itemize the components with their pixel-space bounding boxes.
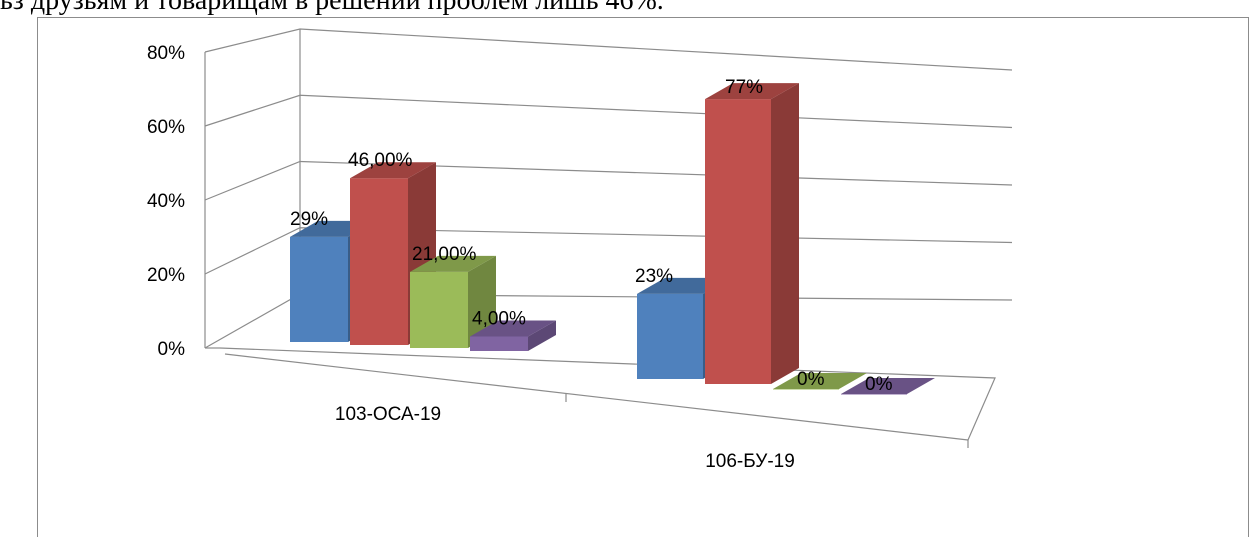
data-labels: 29% 46,00% 21,00% 4,00% 23% 77% 0% 0%: [290, 77, 893, 395]
x-axis-categories: 103-ОСА-19 106-БУ-19: [335, 404, 795, 472]
bar-1-3: [841, 378, 935, 395]
data-label: 4,00%: [472, 308, 526, 329]
chart-frame: [37, 17, 1249, 537]
y-tick-label: 20%: [147, 265, 185, 286]
bar-0-3: [470, 320, 556, 351]
data-label: 46,00%: [348, 150, 413, 171]
top-text-line: ьз друзьям и товарищам в решении проблем…: [0, 0, 664, 16]
bar-0-2: [410, 255, 496, 348]
gridline-80: [204, 28, 1013, 71]
bar-chart-3d: 0% 20% 40% 60% 80% 103-ОСА-19 106-БУ-19 29% 46…: [147, 28, 1013, 472]
bar-1-2: [773, 373, 867, 390]
gridline-60: [204, 94, 1013, 129]
gridline-40: [204, 160, 1013, 201]
y-tick-label: 0%: [158, 339, 186, 360]
data-label: 21,00%: [412, 244, 477, 265]
category-label: 103-ОСА-19: [335, 404, 441, 425]
x-axis-line: [224, 353, 969, 441]
bar-0-1: [350, 162, 436, 345]
floor-edge: [219, 347, 996, 441]
y-axis-ticks: 0% 20% 40% 60% 80%: [147, 43, 185, 360]
data-label: 29%: [290, 209, 328, 230]
bar-1-1: [705, 83, 799, 384]
category-label: 106-БУ-19: [705, 451, 795, 472]
y-tick-label: 60%: [147, 117, 185, 138]
data-label: 23%: [635, 266, 673, 287]
data-label: 77%: [725, 77, 763, 98]
data-label: 0%: [865, 374, 893, 395]
y-tick-label: 80%: [147, 43, 185, 64]
y-tick-label: 40%: [147, 191, 185, 212]
data-label: 0%: [797, 369, 825, 390]
chart-axes: [204, 29, 996, 448]
chart-bars: [290, 83, 935, 395]
